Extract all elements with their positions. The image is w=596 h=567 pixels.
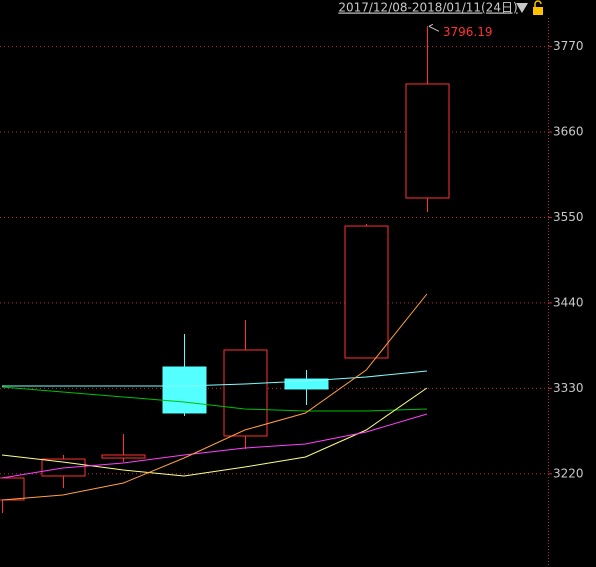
candle-body (101, 454, 146, 459)
candle-body (0, 477, 25, 501)
ma-line (1, 413, 428, 479)
y-tick-label: 3220 (553, 466, 584, 480)
plot: 3220 3330 3440 3550 3660 3770 3796.19 (0, 23, 584, 514)
ma-line (1, 386, 427, 412)
annotation-arrow (428, 23, 440, 32)
lock-body[interactable] (533, 7, 543, 15)
lock-shackle[interactable] (534, 0, 542, 7)
y-tick-label: 3660 (553, 125, 584, 139)
y-tick-label: 3550 (553, 210, 584, 224)
y-tick-label: 3770 (553, 39, 584, 53)
chart-title: 2017/12/08-2018/01/11(24日) (338, 1, 517, 15)
lock-icon[interactable] (533, 0, 543, 15)
candle-body (284, 378, 329, 390)
dropdown-icon[interactable] (516, 3, 528, 13)
candle-body (344, 225, 389, 359)
y-tick-label: 3330 (553, 381, 584, 395)
candle-body (223, 349, 268, 437)
y-tick-label: 3440 (553, 295, 584, 309)
candle-body (405, 83, 450, 199)
high-annotation: 3796.19 (443, 25, 493, 39)
ma-line (1, 293, 428, 501)
candle-body (162, 366, 207, 414)
